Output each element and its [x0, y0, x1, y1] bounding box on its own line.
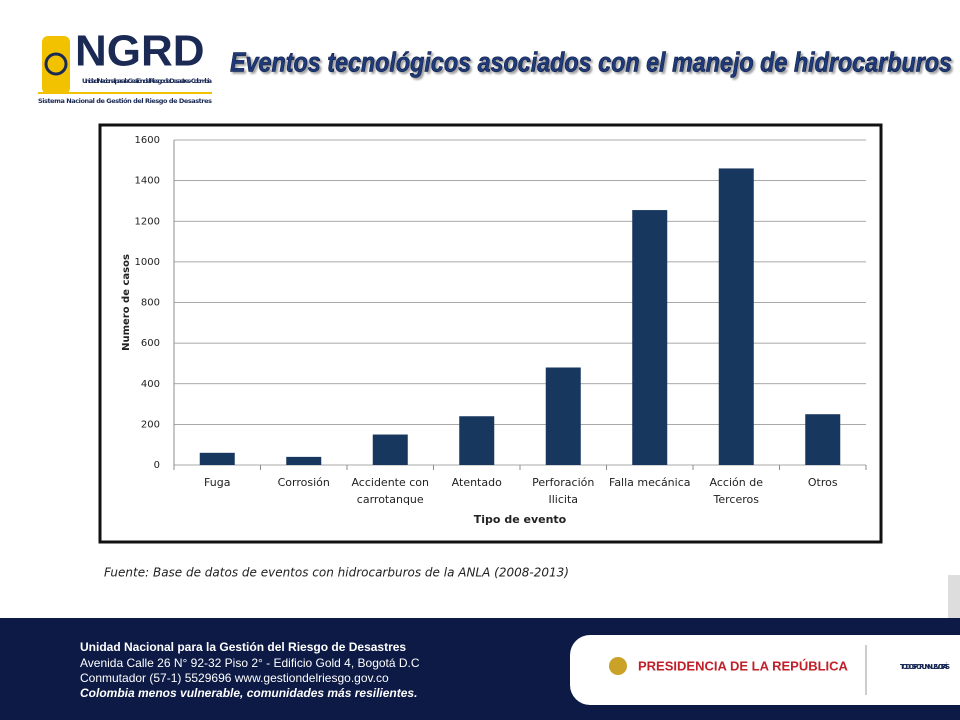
y-tick-label: 1400: [135, 176, 160, 187]
x-tick-label: Otros: [807, 476, 838, 489]
footer-line: Conmutador (57-1) 5529696 www.gestiondel…: [80, 671, 389, 685]
logo-system: Sistema Nacional de Gestión del Riesgo d…: [38, 97, 212, 105]
slide-title: Eventos tecnológicos asociados con el ma…: [230, 46, 952, 77]
x-tick-label: Acción de Terceros: [709, 476, 763, 506]
footer-line: Avenida Calle 26 N° 92-32 Piso 2° - Edif…: [80, 656, 420, 670]
x-tick-label: Corrosión: [277, 476, 330, 489]
y-tick-label: 1600: [135, 135, 160, 146]
footer-line: Colombia menos vulnerable, comunidades m…: [80, 686, 417, 700]
bar: [805, 414, 841, 465]
x-tick-label: Perforación Ilicita: [532, 476, 595, 506]
logo-icon-ring: [44, 52, 68, 76]
y-tick-label: 1000: [135, 257, 160, 268]
y-tick-label: 400: [141, 379, 160, 390]
source: Fuente: Base de datos de eventos con hid…: [104, 566, 569, 580]
bar: [459, 416, 495, 465]
y-axis-label: Numero de casos: [121, 254, 132, 351]
partner-box: [570, 635, 960, 705]
logo-icon: [42, 36, 70, 94]
bar: [632, 210, 668, 465]
x-tick-label: Fuga: [204, 476, 231, 489]
y-tick-label: 200: [141, 419, 160, 430]
chart: 0 200 400 600 800 1000 1200 1400 1600 Numero de c…: [121, 135, 867, 526]
bar: [372, 434, 408, 465]
x-tick-label: Falla mecánica: [609, 476, 691, 489]
x-tick-label: Accidente con carrotanque: [351, 476, 430, 506]
x-axis-label: Tipo de evento: [474, 513, 567, 526]
logo-subtitle: Unidad Nacional para la Gestión del Ries…: [82, 77, 212, 85]
presidencia: PRESIDENCIA DE LA REPÚBLICA: [638, 658, 849, 673]
bar: [545, 367, 581, 465]
bar: [199, 452, 235, 465]
slogan: TODOS POR UN NUEVO PAÍS: [900, 662, 950, 671]
seal: [609, 657, 627, 675]
footer-line: Unidad Nacional para la Gestión del Ries…: [80, 640, 406, 654]
edge: [948, 575, 960, 620]
bar: [718, 168, 754, 465]
x-tick-label: Atentado: [451, 476, 502, 489]
y-tick-label: 800: [141, 298, 160, 309]
y-tick-label: 600: [141, 338, 160, 349]
bar: [286, 456, 322, 465]
y-tick-label: 1200: [135, 216, 160, 227]
logo-text: NGRD: [75, 27, 205, 76]
y-tick-label: 0: [154, 460, 160, 471]
